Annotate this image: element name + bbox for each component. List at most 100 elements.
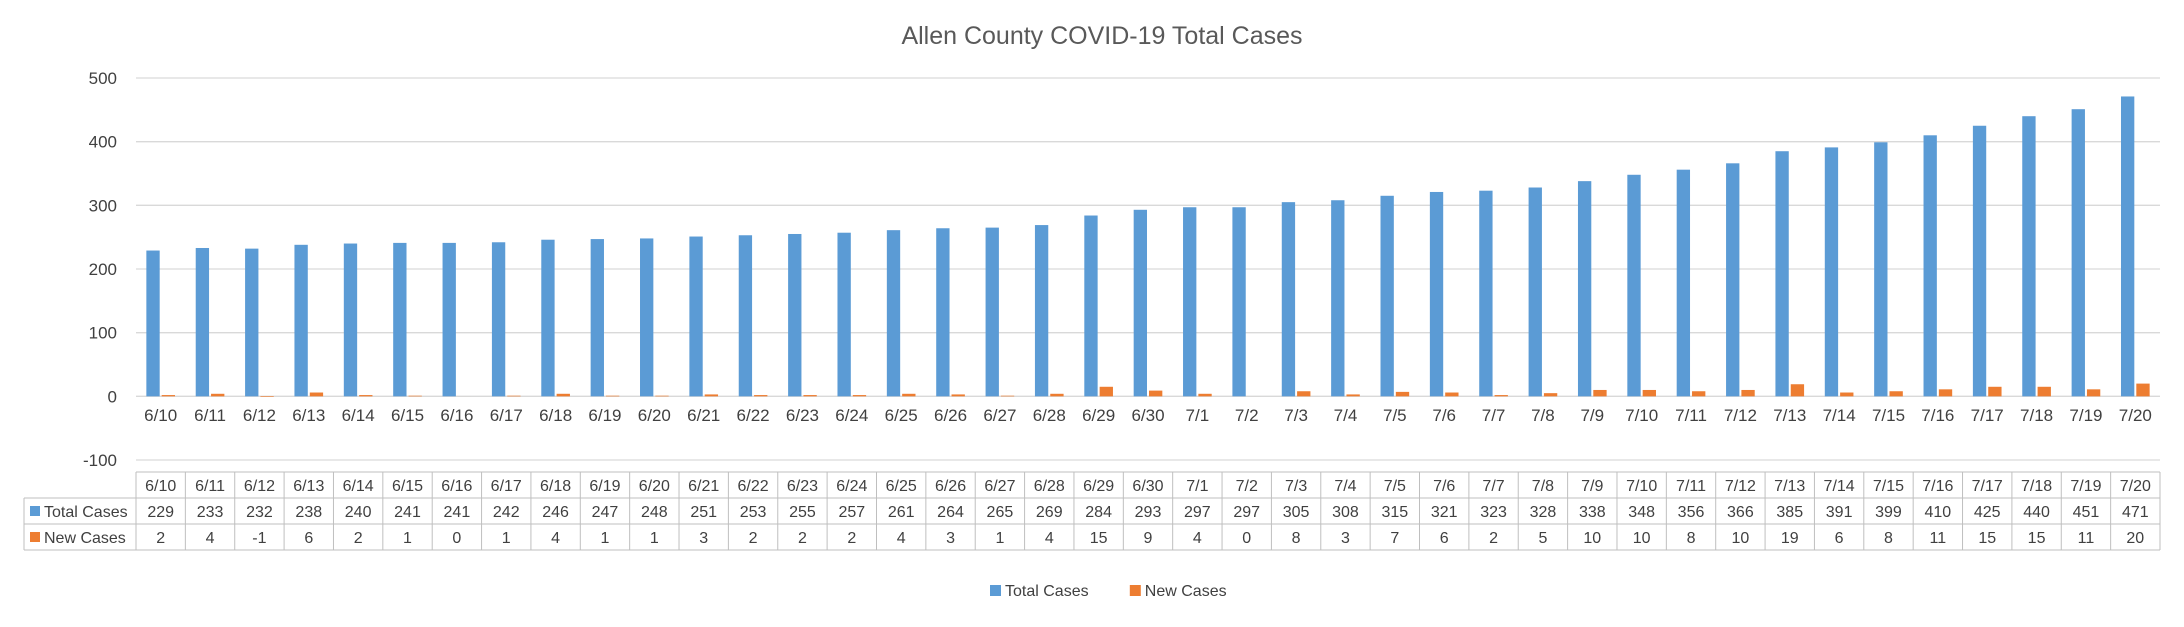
table-cell: 2: [749, 530, 758, 547]
table-cell: 10: [1731, 530, 1749, 547]
table-cell: 0: [452, 530, 461, 547]
x-tick-label: 7/19: [2069, 406, 2102, 425]
table-cell: 1: [601, 530, 610, 547]
bars: [146, 96, 2150, 397]
y-tick-label: 300: [89, 196, 117, 215]
legend-swatch: [990, 585, 1001, 596]
legend-item: New Cases: [1129, 583, 1227, 600]
table-cell: 356: [1678, 504, 1705, 521]
table-header-cell: 7/3: [1285, 478, 1307, 495]
table-cell: 253: [740, 504, 767, 521]
chart-title: Allen County COVID-19 Total Cases: [901, 22, 1302, 50]
table-header-cell: 7/2: [1236, 478, 1258, 495]
x-tick-label: 7/1: [1186, 406, 1210, 425]
bar: [507, 395, 521, 397]
bar: [788, 233, 802, 397]
y-tick-label: 500: [89, 69, 117, 88]
table-header-cell: 6/19: [589, 478, 620, 495]
bar: [1593, 389, 1607, 397]
table-cell: 7: [1390, 530, 1399, 547]
bar: [211, 393, 225, 397]
bar: [738, 235, 753, 397]
bar: [1692, 391, 1706, 397]
table-header-cell: 7/11: [1676, 478, 1706, 495]
table-header-cell: 7/20: [2120, 478, 2151, 495]
bar: [2136, 383, 2150, 397]
x-tick-label: 6/20: [638, 406, 671, 425]
table-cell: 264: [937, 504, 964, 521]
bar: [590, 239, 604, 397]
y-axis: -100 0 100 200 300 400 500: [83, 69, 117, 470]
table-cell: 269: [1036, 504, 1063, 521]
bar: [1429, 191, 1444, 397]
x-tick-label: 7/6: [1432, 406, 1456, 425]
x-tick-label: 7/14: [1823, 406, 1856, 425]
bar: [146, 250, 160, 397]
table-cell: 241: [394, 504, 421, 521]
table-header-cell: 7/14: [1824, 478, 1855, 495]
x-tick-label: 6/28: [1033, 406, 1066, 425]
table-header-cell: 6/10: [145, 478, 176, 495]
table-cell: 233: [197, 504, 224, 521]
bar: [1528, 187, 1542, 397]
bar: [1543, 393, 1558, 397]
table-header-cell: 7/6: [1433, 478, 1455, 495]
bar: [1988, 386, 2002, 397]
x-tick-label: 7/2: [1235, 406, 1259, 425]
table-cell: 284: [1085, 504, 1112, 521]
table-cell: 261: [888, 504, 915, 521]
x-tick-label: 6/15: [391, 406, 424, 425]
bar: [689, 236, 703, 397]
bar: [640, 238, 654, 397]
legend-label: New Cases: [1145, 583, 1227, 600]
table-cell: 19: [1781, 530, 1799, 547]
table-cell: 348: [1628, 504, 1655, 521]
table-header-cell: 6/12: [244, 478, 275, 495]
table-header-cell: 6/29: [1083, 478, 1114, 495]
x-tick-label: 7/11: [1675, 406, 1707, 425]
table-cell: 240: [345, 504, 372, 521]
bar: [837, 232, 851, 397]
table-cell: 232: [246, 504, 273, 521]
table-header-cell: 7/9: [1581, 478, 1603, 495]
table-cell: 6: [1835, 530, 1844, 547]
table-cell: 248: [641, 504, 668, 521]
table-cell: 0: [1242, 530, 1251, 547]
y-tick-label: -100: [83, 451, 117, 470]
legend: Total Cases New Cases: [990, 583, 1227, 600]
bar: [1000, 395, 1015, 397]
table-header-cell: 7/13: [1774, 478, 1805, 495]
table-cell: 338: [1579, 504, 1606, 521]
table-cell: 255: [789, 504, 816, 521]
table-cell: 4: [551, 530, 560, 547]
x-tick-label: 6/23: [786, 406, 819, 425]
table-cell: 242: [493, 504, 520, 521]
x-tick-label: 7/5: [1383, 406, 1407, 425]
table-header-cell: 6/18: [540, 478, 571, 495]
x-tick-label: 6/12: [243, 406, 276, 425]
x-tick-label: 6/14: [342, 406, 375, 425]
table-cell: 8: [1292, 530, 1301, 547]
gridlines: [136, 77, 2160, 461]
table-header-cell: 6/28: [1034, 478, 1065, 495]
table-header-cell: 6/11: [195, 478, 225, 495]
table-cell: 20: [2126, 530, 2144, 547]
table-cell: 15: [2028, 530, 2046, 547]
bar: [886, 230, 901, 397]
bar: [491, 242, 506, 397]
bar: [1331, 200, 1345, 397]
table-cell: 2: [798, 530, 807, 547]
table-cell: 391: [1826, 504, 1853, 521]
bar: [754, 395, 768, 397]
x-tick-label: 7/12: [1724, 406, 1757, 425]
table-cell: 251: [690, 504, 717, 521]
bar: [1972, 125, 1987, 397]
table-header-cell: 7/16: [1922, 478, 1953, 495]
bar: [1889, 391, 1903, 397]
bar: [1084, 215, 1098, 397]
x-tick-label: 6/29: [1082, 406, 1115, 425]
data-table: 6/10 6/11 6/12 6/13 6/14 6/15 6/16 6/17 6/18 6/19…: [23, 471, 2161, 551]
table-cell: 323: [1480, 504, 1507, 521]
table-header-cell: 6/27: [984, 478, 1015, 495]
table-cell: 3: [699, 530, 708, 547]
